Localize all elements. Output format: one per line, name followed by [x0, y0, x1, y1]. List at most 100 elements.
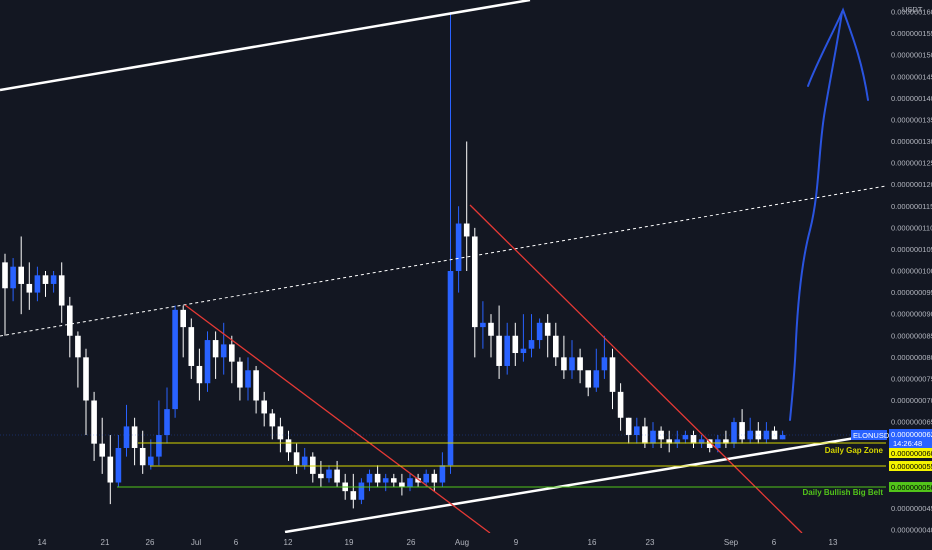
lower-channel-line[interactable] [284, 436, 856, 534]
y-tick-label: 0.000000160 [891, 8, 932, 17]
candle-body [253, 370, 259, 401]
candle [512, 322, 519, 366]
candle [326, 465, 332, 483]
y-tick-label: 0.000000045 [891, 504, 932, 513]
candle [123, 404, 130, 457]
candle [561, 335, 567, 379]
candle [601, 335, 608, 379]
candle [253, 365, 259, 414]
candle [212, 331, 219, 379]
upper-channel-line[interactable] [0, 0, 531, 92]
y-tick-label: 0.000000125 [891, 159, 932, 168]
candle [269, 409, 276, 440]
x-tick-label: 6 [234, 538, 239, 547]
candle-body [415, 478, 421, 483]
x-tick-label: 14 [38, 538, 47, 547]
candle [148, 439, 154, 470]
candle [67, 296, 73, 358]
candle [310, 452, 316, 483]
candle [391, 473, 397, 487]
candle [196, 348, 203, 401]
candle-body [544, 322, 551, 336]
level-tag-gap-upper: 0.000000060 [889, 448, 932, 458]
candle-body [723, 439, 729, 444]
candle-body [91, 400, 97, 444]
candle-body [83, 357, 89, 401]
candle [553, 322, 559, 366]
candle-body [26, 283, 33, 293]
descending-trendline-1[interactable] [184, 304, 491, 534]
candle-body [50, 275, 57, 284]
x-tick-label: 26 [407, 538, 416, 547]
candle [10, 258, 16, 302]
level-tag-belt: 0.000000050 [889, 482, 932, 492]
candle-body [674, 439, 681, 444]
candle [455, 206, 462, 293]
candle-body [382, 478, 389, 483]
candle-body [277, 426, 284, 440]
current-price-tag: 0.000000062 14:26:48 [889, 429, 932, 448]
candle [164, 387, 170, 444]
candle [285, 430, 292, 461]
candle-body [569, 357, 575, 371]
svg-text:0.000000050: 0.000000050 [891, 483, 932, 492]
candle-body [593, 370, 600, 388]
candle [107, 435, 114, 505]
candle-body [172, 309, 178, 410]
x-tick-label: Jul [191, 538, 201, 547]
candle [431, 469, 438, 492]
daily-gap-zone-label: Daily Gap Zone [825, 446, 884, 455]
y-tick-label: 0.000000100 [891, 267, 932, 276]
candle-body [164, 409, 170, 436]
currency-label: USDT [902, 5, 923, 14]
candle-body [423, 473, 429, 483]
candle [528, 314, 535, 358]
candle [18, 236, 24, 315]
x-tick-label: 16 [588, 538, 597, 547]
y-tick-label: 0.000000140 [891, 94, 932, 103]
candle-body [472, 236, 478, 328]
candle [75, 331, 81, 388]
candle [634, 417, 640, 444]
candle [139, 430, 146, 474]
candle-body [237, 361, 243, 388]
hand-drawn-arrowhead[interactable] [807, 7, 869, 101]
candle-body [212, 340, 219, 358]
candle [2, 253, 8, 336]
y-tick-label: 0.000000095 [891, 288, 932, 297]
candle [407, 473, 413, 492]
candle-body [196, 365, 203, 384]
x-tick-label: 21 [101, 538, 110, 547]
y-tick-label: 0.000000080 [891, 353, 932, 362]
candle-body [18, 266, 24, 284]
descending-trendline-2[interactable] [469, 204, 803, 534]
candle-body [399, 482, 405, 487]
candle-body [690, 435, 697, 444]
candle [382, 473, 389, 492]
candle-body [42, 275, 49, 284]
candle [156, 400, 162, 466]
hand-drawn-arrow-up[interactable] [789, 11, 843, 421]
candle-body [553, 335, 559, 358]
candle-body [763, 430, 770, 440]
candle-body [318, 473, 324, 479]
svg-text:14:26:48: 14:26:48 [893, 439, 922, 448]
candle-body [439, 465, 446, 483]
candle [245, 357, 251, 401]
candle-body [658, 430, 664, 440]
candle-body [75, 335, 81, 358]
y-tick-label: 0.000000115 [891, 202, 932, 211]
candle-body [391, 478, 397, 483]
candle-body [358, 482, 365, 500]
x-tick-label: 26 [146, 538, 155, 547]
candle-body [407, 478, 413, 487]
candle-body [115, 447, 122, 483]
time-axis[interactable]: 14 21 26 Jul 6 12 19 26 Aug 9 16 23 Sep 6 13 [38, 538, 838, 547]
candle-body [34, 275, 41, 293]
candle-body [310, 456, 316, 474]
candle [472, 227, 478, 358]
candle [666, 430, 672, 453]
daily-bullish-big-belt-label: Daily Bullish Big Belt [803, 488, 884, 497]
